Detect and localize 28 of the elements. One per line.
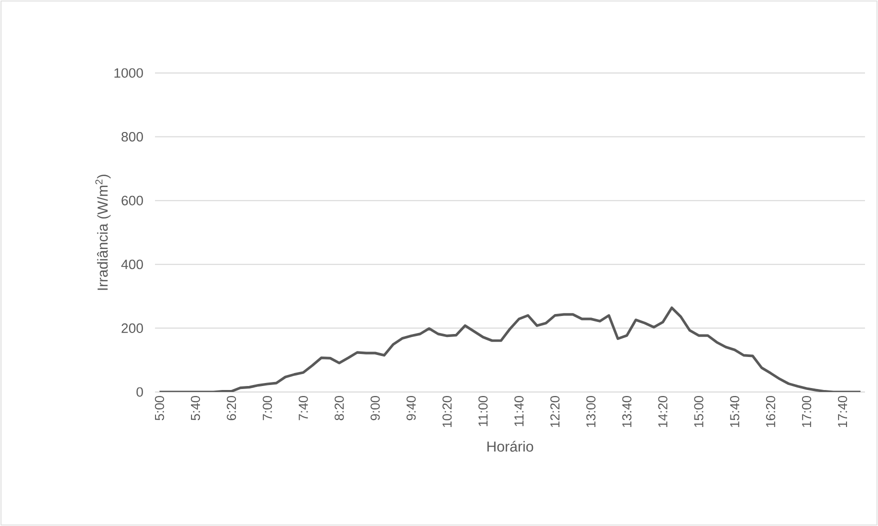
x-tick-label: 14:20 [658,396,668,428]
x-tick-label: 9:40 [406,396,416,420]
x-tick-label: 7:00 [262,396,272,420]
x-tick-label: 5:40 [190,396,200,420]
y-tick-label: 800 [122,132,143,142]
x-tick-label: 15:00 [694,396,704,428]
x-tick-label: 15:40 [730,396,740,428]
x-tick-label: 11:40 [514,396,524,426]
y-tick-label: 400 [121,260,143,270]
y-tick-label: 1000 [114,68,143,78]
y-axis-title: Irradiância (W/m$^{2}$) [95,174,111,290]
x-tick-label: 5:00 [154,396,164,420]
x-tick-label: 13:40 [622,396,632,428]
x-tick-label: 6:20 [226,396,236,420]
y-tick-label: 0 [136,387,143,397]
x-tick-label: 16:20 [766,396,776,428]
x-tick-label: 7:40 [298,396,308,420]
x-axis-title: Horário [487,440,534,452]
y-tick-label: 200 [122,323,143,333]
y-tick-label: 600 [122,196,143,206]
x-tick-label: 17:00 [802,396,812,428]
x-tick-label: 8:20 [334,396,344,420]
x-tick-label: 11:00 [478,396,488,426]
x-tick-label: 13:00 [586,396,596,428]
x-tick-label: 17:40 [838,396,848,428]
x-tick-label: 12:20 [550,396,560,428]
x-tick-label: 9:00 [370,396,380,420]
x-tick-label: 10:20 [442,396,452,428]
